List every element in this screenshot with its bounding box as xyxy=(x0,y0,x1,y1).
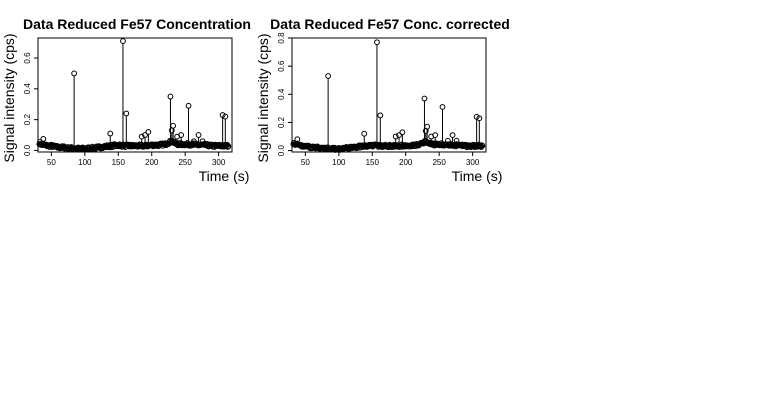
x-tick-label: 300 xyxy=(466,158,480,167)
data-point xyxy=(71,70,78,77)
x-tick-label: 300 xyxy=(212,158,226,167)
y-tick-label: 0.4 xyxy=(23,83,32,95)
chart-title: Data Reduced Fe57 Conc. corrected xyxy=(270,16,510,32)
x-tick-label: 100 xyxy=(78,158,92,167)
data-point xyxy=(185,102,192,109)
y-tick-label: 0.2 xyxy=(23,114,32,126)
x-axis-label: Time (s) xyxy=(199,168,250,184)
data-point xyxy=(40,136,47,142)
data-point xyxy=(225,143,232,150)
x-tick-label: 50 xyxy=(301,158,310,167)
data-point xyxy=(396,132,402,139)
x-tick-label: 250 xyxy=(178,158,192,167)
data-point xyxy=(294,136,301,143)
data-point xyxy=(392,133,399,140)
data-point xyxy=(123,110,130,117)
y-tick-label: 0.0 xyxy=(23,144,32,156)
data-point xyxy=(190,138,197,145)
y-tick-label: 0.0 xyxy=(277,144,286,156)
y-tick-label: 0.6 xyxy=(277,60,286,72)
x-tick-label: 200 xyxy=(399,158,413,167)
data-point xyxy=(453,137,460,144)
chart-panel-1: Data Reduced Fe57 Concentration 50 100 150 2… xyxy=(1,16,251,184)
data-point xyxy=(107,130,114,137)
data-point xyxy=(439,104,446,110)
chart-title: Data Reduced Fe57 Concentration xyxy=(23,16,251,32)
data-point xyxy=(374,39,380,46)
data-point xyxy=(399,129,406,136)
data-point xyxy=(120,38,126,44)
data-point xyxy=(170,122,177,129)
x-tick-label: 100 xyxy=(332,158,346,167)
plot-frame xyxy=(291,37,487,153)
data-point xyxy=(142,132,148,138)
data-point xyxy=(449,132,456,139)
data-point xyxy=(421,95,428,102)
x-tick-label: 250 xyxy=(432,158,446,167)
data-point xyxy=(195,132,202,138)
y-tick-label: 0.4 xyxy=(277,88,286,100)
data-point xyxy=(476,115,483,122)
plot-frame xyxy=(37,37,233,153)
data-point xyxy=(444,137,451,144)
data-point xyxy=(377,112,384,119)
x-tick-label: 150 xyxy=(112,158,126,167)
data-point xyxy=(199,138,206,145)
data-point xyxy=(222,113,229,120)
data-point xyxy=(145,129,152,135)
y-axis-label: Signal intensity (cps) xyxy=(255,33,271,162)
chart-panel-2: Data Reduced Fe57 Conc. corrected 50 100 15… xyxy=(255,16,510,184)
y-tick-label: 0.8 xyxy=(277,32,286,44)
y-tick-label: 0.6 xyxy=(23,52,32,64)
x-axis-label: Time (s) xyxy=(452,168,503,184)
x-tick-label: 200 xyxy=(145,158,159,167)
data-point xyxy=(424,123,431,130)
data-point xyxy=(167,93,174,100)
y-axis-label: Signal intensity (cps) xyxy=(1,33,17,162)
data-point xyxy=(138,133,145,140)
data-point xyxy=(432,132,439,139)
x-tick-label: 150 xyxy=(366,158,380,167)
data-point xyxy=(325,73,332,79)
data-point xyxy=(178,132,185,138)
data-point xyxy=(361,130,368,137)
y-tick-label: 0.2 xyxy=(277,116,286,128)
data-point xyxy=(479,142,486,149)
x-tick-label: 50 xyxy=(47,158,56,167)
